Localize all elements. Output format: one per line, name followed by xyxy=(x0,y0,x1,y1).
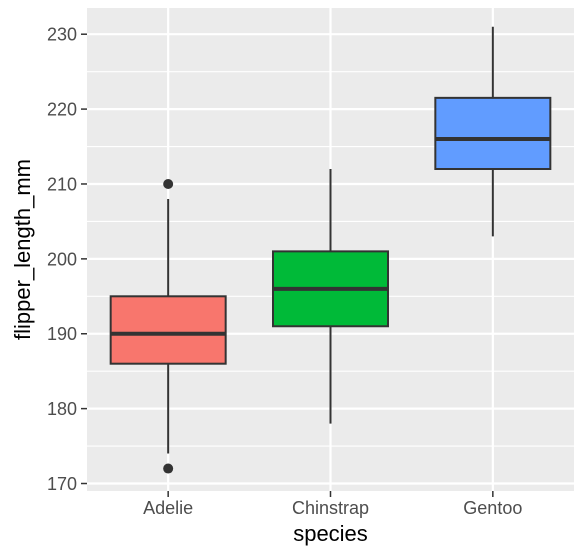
x-tick-label: Gentoo xyxy=(463,498,522,518)
outlier-point xyxy=(163,178,174,189)
y-tick-label: 230 xyxy=(47,25,77,45)
y-tick-label: 170 xyxy=(47,474,77,494)
y-tick-label: 210 xyxy=(47,174,77,194)
x-tick-label: Chinstrap xyxy=(292,498,369,518)
y-tick-label: 180 xyxy=(47,399,77,419)
x-tick-label: Adelie xyxy=(143,498,193,518)
x-axis-title: species xyxy=(293,521,368,546)
box-gentoo xyxy=(434,26,552,237)
box-adelie xyxy=(109,178,227,474)
box-chinstrap xyxy=(272,169,389,424)
box-layer xyxy=(109,26,552,474)
outlier-point xyxy=(163,463,174,474)
y-axis-ticks: 170 180 190 200 210 220 230 xyxy=(47,25,87,494)
y-tick-label: 190 xyxy=(47,324,77,344)
y-tick-label: 220 xyxy=(47,100,77,120)
y-tick-label: 200 xyxy=(47,249,77,269)
x-axis-ticks: Adelie Chinstrap Gentoo xyxy=(143,491,522,518)
box-iqr xyxy=(434,96,552,170)
box-iqr xyxy=(109,295,227,365)
y-axis-title: flipper_length_mm xyxy=(10,159,35,340)
